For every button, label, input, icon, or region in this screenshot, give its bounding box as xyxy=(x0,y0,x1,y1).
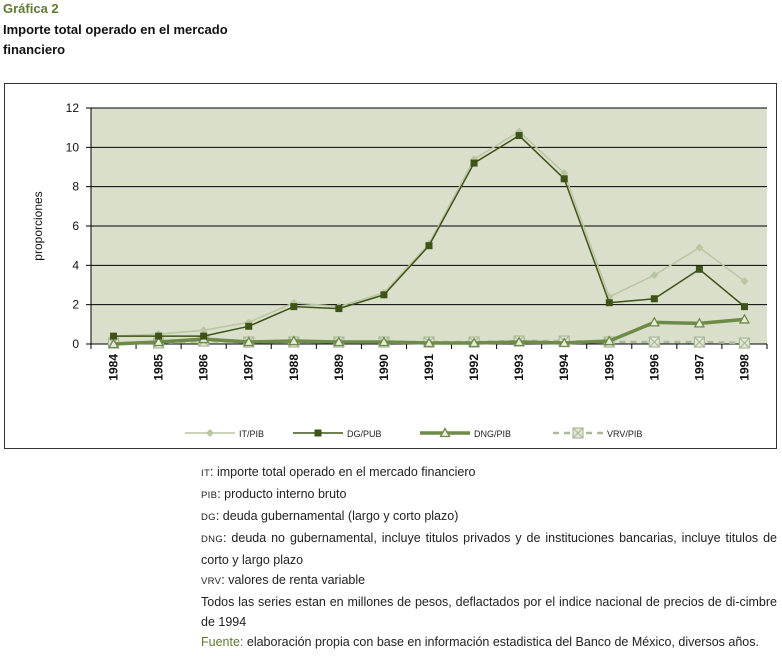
y-tick-label: 8 xyxy=(72,180,79,194)
data-point-dngpib xyxy=(738,313,751,324)
note-vrv: vrv: valores de renta variable xyxy=(201,573,366,587)
x-tick-label: 1987 xyxy=(242,354,256,381)
data-point-dngpib xyxy=(152,336,165,347)
figure-title: Importe total operado en el mercado fina… xyxy=(3,22,228,57)
legend-marker-dgpub xyxy=(314,429,322,437)
legend-marker-dngpib xyxy=(439,427,451,438)
data-point-dgpub xyxy=(605,299,613,307)
data-point-dngpib xyxy=(558,337,570,348)
note-series: Todos las series estan en millones de pe… xyxy=(201,595,777,629)
x-tick-label: 1998 xyxy=(737,354,751,381)
x-tick-label: 1993 xyxy=(512,354,526,381)
chart-frame: 0 2 4 6 8 10 12 1984 1985 1986 1987 1988 1989 1990 199… xyxy=(4,83,777,449)
x-tick-label: 1996 xyxy=(647,354,661,381)
data-point-itpib xyxy=(515,127,524,136)
x-tick-label: 1988 xyxy=(287,354,301,381)
figure-label: Gráfica 2 xyxy=(3,1,59,16)
x-tick-label: 1994 xyxy=(557,354,571,381)
y-tick-label: 10 xyxy=(66,140,80,154)
data-point-dngpib xyxy=(107,338,120,349)
data-point-dgpub xyxy=(650,295,658,303)
y-tick-label: 4 xyxy=(72,258,79,272)
x-tick-label: 1986 xyxy=(197,354,211,381)
y-tick-label: 0 xyxy=(72,337,79,351)
x-tick-label: 1985 xyxy=(152,354,166,381)
data-point-dngpib xyxy=(423,337,435,348)
y-axis-label: proporciones xyxy=(31,191,45,260)
data-point-vrvpib xyxy=(648,336,660,348)
legend-label-vrvpib: VRV/PIB xyxy=(607,429,642,439)
data-point-vrvpib xyxy=(739,337,750,349)
data-point-itpib xyxy=(650,271,659,280)
y-tick-label: 2 xyxy=(72,298,79,312)
legend-label-dgpub: DG/PUB xyxy=(347,429,382,439)
data-point-dngpib xyxy=(378,336,390,347)
data-point-dgpub xyxy=(515,132,523,140)
x-tick-label: 1995 xyxy=(602,354,616,381)
note-pib: pib: producto interno bruto xyxy=(201,487,347,501)
data-point-dgpub xyxy=(110,332,118,340)
x-tick-label: 1997 xyxy=(692,354,706,381)
data-point-dgpub xyxy=(335,305,343,313)
data-point-vrvpib xyxy=(693,336,705,348)
data-point-dgpub xyxy=(245,322,253,330)
x-tick-label: 1991 xyxy=(422,354,436,381)
data-point-itpib xyxy=(695,243,704,252)
data-point-itpib xyxy=(199,326,208,335)
data-point-dgpub xyxy=(695,265,703,273)
data-point-dgpub xyxy=(470,159,478,167)
y-tick-label: 6 xyxy=(72,219,79,233)
data-point-dngpib xyxy=(333,336,345,347)
data-point-dgpub xyxy=(560,175,568,183)
x-tick-label: 1989 xyxy=(332,354,346,381)
data-point-itpib xyxy=(560,168,569,177)
chart-notes: it: importe total operado en el mercado … xyxy=(201,462,777,652)
note-dng: dng: deuda no gubernamental, incluye tit… xyxy=(201,531,777,567)
data-point-dngpib xyxy=(513,336,525,347)
legend-label-dngpib: DNG/PIB xyxy=(474,429,511,439)
data-point-dgpub xyxy=(380,291,388,299)
data-point-dngpib xyxy=(648,316,660,327)
line-chart: 0 2 4 6 8 10 12 1984 1985 1986 1987 1988 1989 1990 199… xyxy=(31,101,768,439)
data-point-dngpib xyxy=(693,317,706,328)
x-tick-label: 1990 xyxy=(377,354,391,381)
note-dg: dg: deuda gubernamental (largo y corto p… xyxy=(201,509,459,523)
data-point-dgpub xyxy=(200,332,208,340)
source-note: Fuente: elaboración propia con base en i… xyxy=(201,635,759,649)
data-point-itpib xyxy=(740,277,749,286)
x-tick-label: 1984 xyxy=(107,354,121,381)
data-point-dgpub xyxy=(290,303,298,311)
y-tick-label: 12 xyxy=(66,101,80,115)
data-point-itpib xyxy=(289,298,298,307)
data-point-dgpub xyxy=(155,332,163,340)
data-point-dngpib xyxy=(243,336,255,347)
x-tick-label: 1992 xyxy=(467,354,481,381)
data-point-dngpib xyxy=(468,337,480,348)
note-it: it: importe total operado en el mercado … xyxy=(201,465,476,479)
legend-label-itpib: IT/PIB xyxy=(239,429,264,439)
data-point-dngpib xyxy=(603,335,615,346)
data-point-dgpub xyxy=(425,242,433,250)
data-point-dngpib xyxy=(288,335,300,346)
data-point-dgpub xyxy=(740,303,748,311)
legend-marker-itpib xyxy=(206,429,214,437)
legend-marker-vrvpib xyxy=(572,427,584,439)
